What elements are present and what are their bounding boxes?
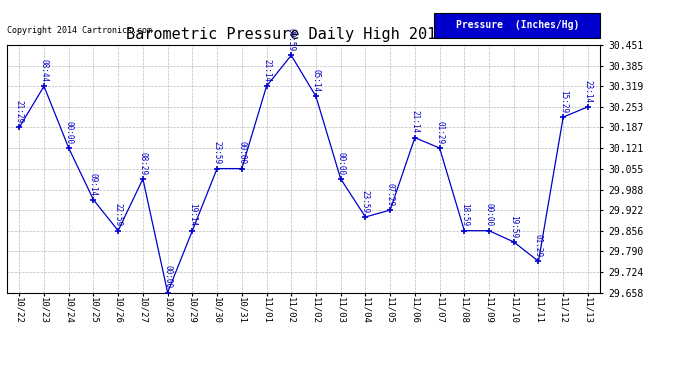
Text: 00:00: 00:00 <box>336 152 345 175</box>
Text: 00:00: 00:00 <box>237 141 246 164</box>
Text: 21:14: 21:14 <box>262 59 271 82</box>
Text: 21:14: 21:14 <box>411 110 420 134</box>
Text: 00:00: 00:00 <box>64 121 73 144</box>
Text: 07:29: 07:29 <box>386 183 395 206</box>
Text: Pressure  (Inches/Hg): Pressure (Inches/Hg) <box>455 20 579 30</box>
Text: 09:14: 09:14 <box>89 172 98 196</box>
Text: 23:14: 23:14 <box>584 80 593 103</box>
Text: 08:44: 08:44 <box>39 59 48 82</box>
Text: 18:59: 18:59 <box>460 203 469 226</box>
Text: 01:29: 01:29 <box>534 234 543 257</box>
Text: 22:59: 22:59 <box>114 203 123 226</box>
Text: 15:29: 15:29 <box>559 90 568 113</box>
Text: Copyright 2014 Cartronics.com: Copyright 2014 Cartronics.com <box>7 26 152 35</box>
Text: 19:14: 19:14 <box>188 203 197 226</box>
Text: 23:59: 23:59 <box>361 190 370 213</box>
Title: Barometric Pressure Daily High 20141114: Barometric Pressure Daily High 20141114 <box>126 27 482 42</box>
Text: 01:29: 01:29 <box>435 121 444 144</box>
Text: 09:59: 09:59 <box>287 28 296 51</box>
Text: 05:14: 05:14 <box>311 69 320 92</box>
Text: 21:29: 21:29 <box>14 100 23 123</box>
Text: 23:59: 23:59 <box>213 141 221 164</box>
Text: 00:00: 00:00 <box>163 265 172 288</box>
Text: 08:29: 08:29 <box>139 152 148 175</box>
Text: 00:00: 00:00 <box>484 203 493 226</box>
Bar <box>434 13 600 38</box>
Text: 19:59: 19:59 <box>509 214 518 238</box>
